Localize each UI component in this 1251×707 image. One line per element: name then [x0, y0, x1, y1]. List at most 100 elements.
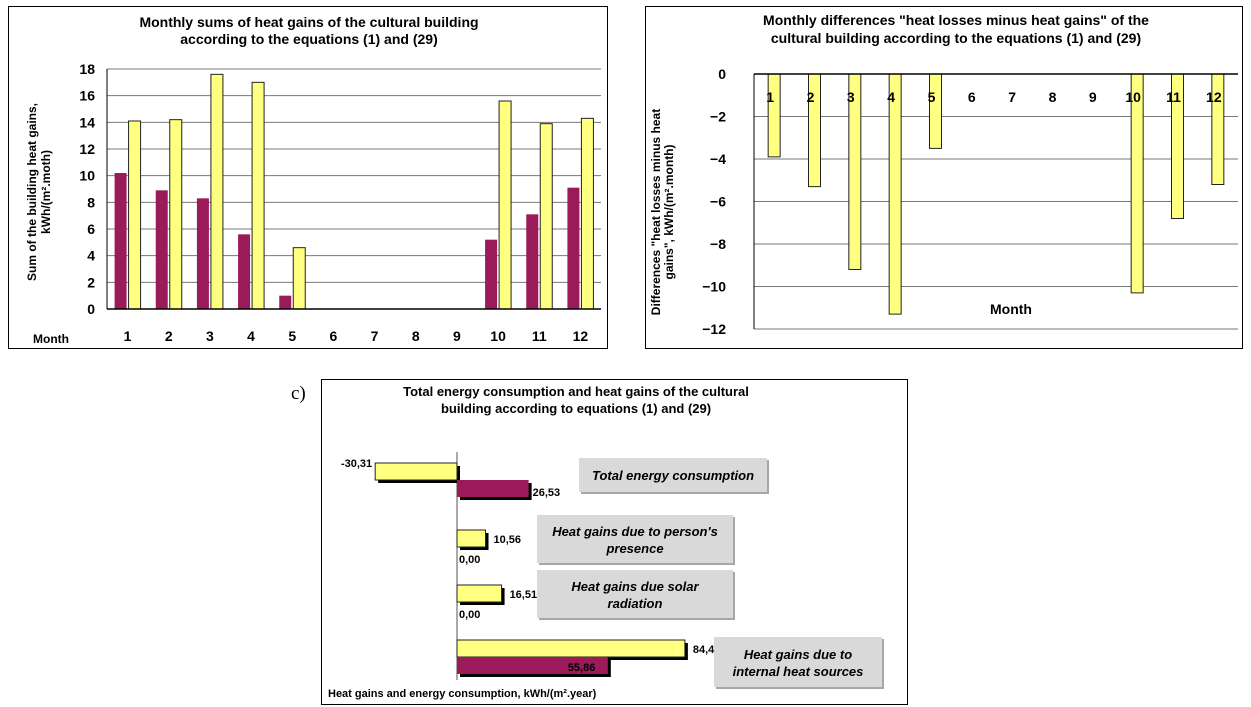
chart-a-xtick: 2: [165, 328, 173, 344]
chart-b-ylabel: Differences "heat losses minus heat gain…: [649, 109, 676, 315]
chart-a-xtick: 10: [490, 328, 506, 344]
chart-c-category-label: Heat gains due solar radiation: [537, 570, 735, 620]
chart-c-title-line1: Total energy consumption and heat gains …: [403, 384, 749, 399]
chart-c-label-box: [579, 458, 767, 492]
chart-b-ytick: 0: [718, 66, 726, 82]
chart-a-xlabel: Month: [33, 332, 69, 346]
chart-b-xtick: 9: [1089, 89, 1097, 105]
chart-c-value-label-series1: 55,86: [568, 662, 596, 674]
chart-b-xtick: 6: [968, 89, 976, 105]
chart-b: Monthly differences "heat losses minus h…: [649, 12, 1238, 337]
chart-a-bar-series2: [128, 120, 142, 310]
chart-a-xtick: 1: [124, 328, 132, 344]
chart-a-bar-series1: [485, 239, 498, 309]
chart-a-xtick: 7: [371, 328, 379, 344]
chart-b-bar: [767, 73, 781, 158]
chart-a-ytick: 4: [87, 248, 95, 264]
chart-a-bar-series2: [292, 247, 306, 310]
chart-a-xtick: 8: [412, 328, 420, 344]
chart-b-ytick: −10: [702, 279, 726, 295]
chart-c-label-box: [537, 570, 733, 618]
chart-a-bar-series2: [498, 100, 512, 310]
chart-a-box: Monthly sums of heat gains of the cultur…: [8, 6, 608, 349]
chart-a-ytick: 8: [87, 194, 95, 210]
chart-b-ylabel-line1: Differences "heat losses minus heat: [649, 109, 663, 315]
chart-c-label-line1: Total energy consumption: [592, 468, 754, 483]
chart-c-box: Total energy consumption and heat gains …: [321, 379, 908, 705]
chart-b-bar: [1130, 73, 1144, 294]
chart-a-bar-series1: [196, 198, 209, 309]
chart-b-xtick: 3: [847, 89, 855, 105]
chart-c-label-box: [714, 637, 882, 687]
chart-c-value-label-series1: 0,00: [459, 554, 480, 566]
chart-b-title-line2: cultural building according to the equat…: [771, 30, 1141, 46]
chart-b-ytick: −2: [710, 109, 726, 125]
chart-b-xlabel: Month: [990, 301, 1032, 317]
chart-a-ytick: 16: [79, 88, 95, 104]
chart-b-ytick: −8: [710, 236, 726, 252]
chart-b-xtick: 7: [1008, 89, 1016, 105]
chart-c-label-line1: Heat gains due to person's: [552, 524, 718, 539]
chart-a-ylabel-line2: kWh/(m².moth): [39, 150, 53, 234]
chart-c-bar-series1: [457, 480, 529, 497]
chart-b-xtick: 12: [1206, 89, 1222, 105]
chart-b-xtick: 10: [1125, 89, 1141, 105]
chart-a-ylabel-line1: Sum of the building heat gains,: [25, 103, 39, 281]
chart-c-label-line1: Heat gains due solar: [571, 579, 699, 594]
chart-a-bar-series2: [210, 73, 224, 310]
chart-a-bar-series2: [251, 81, 265, 310]
chart-c-category-label: Heat gains due to person's presence: [537, 515, 735, 565]
chart-c-bar-series2: [456, 639, 686, 658]
chart-c-bar-series1: [457, 657, 608, 674]
chart-a-bar-series1: [279, 295, 292, 309]
chart-a-xtick: 3: [206, 328, 214, 344]
chart-b-xtick: 4: [887, 89, 895, 105]
chart-a-xtick: 12: [573, 328, 589, 344]
chart-a-xtick: 6: [330, 328, 338, 344]
chart-a-title-line1: Monthly sums of heat gains of the cultur…: [139, 14, 478, 30]
chart-c-value-label-series2: 16,51: [510, 589, 538, 601]
chart-b-xtick: 1: [766, 89, 774, 105]
chart-a-xtick: 5: [288, 328, 296, 344]
chart-c-label-line2: radiation: [608, 596, 663, 611]
chart-a-ytick: 0: [87, 301, 95, 317]
chart-a-title-line2: according to the equations (1) and (29): [180, 31, 437, 47]
chart-c-title-line2: building according to equations (1) and …: [441, 401, 711, 416]
chart-a-xtick: 11: [532, 328, 547, 344]
chart-c-label-line2: internal heat sources: [733, 664, 864, 679]
chart-a-ytick: 12: [79, 141, 95, 157]
chart-c-category-label: Heat gains due to internal heat sources: [714, 637, 884, 689]
chart-b-xtick: 11: [1166, 89, 1181, 105]
chart-b-title-line1: Monthly differences "heat losses minus h…: [763, 12, 1149, 28]
chart-a: Monthly sums of heat gains of the cultur…: [25, 14, 601, 346]
chart-c-bar-series2: [374, 462, 458, 481]
chart-a-bar-series2: [539, 123, 553, 310]
chart-c-bar-series2: [456, 584, 503, 603]
chart-a-ytick: 14: [79, 114, 95, 130]
chart-a-ytick: 10: [79, 168, 95, 184]
chart-a-bar-series2: [169, 119, 183, 310]
chart-a-xtick: 4: [247, 328, 255, 344]
chart-a-ylabel: Sum of the building heat gains, kWh/(m².…: [25, 103, 53, 281]
chart-a-xtick: 9: [453, 328, 461, 344]
chart-b-xtick: 2: [807, 89, 815, 105]
chart-c-label-line1: Heat gains due to: [744, 647, 852, 662]
chart-c-xlabel: Heat gains and energy consumption, kWh/(…: [328, 688, 597, 700]
chart-b-bar: [888, 73, 902, 315]
chart-a-bar-series2: [580, 117, 594, 310]
chart-b-ytick: −4: [710, 151, 726, 167]
chart-b-ytick: −12: [702, 321, 726, 337]
chart-b-xtick: 8: [1049, 89, 1057, 105]
chart-b-ytick: −6: [710, 194, 726, 210]
chart-a-ytick: 6: [87, 221, 95, 237]
chart-a-bar-series1: [155, 190, 168, 309]
chart-a-ytick: 2: [87, 274, 95, 290]
chart-a-bar-series1: [567, 187, 580, 309]
chart-c-bar-series2: [456, 529, 487, 548]
chart-c-value-label-series1: 26,53: [533, 487, 561, 499]
chart-c-value-label-series2: 84,4: [693, 644, 715, 656]
chart-b-xtick: 5: [928, 89, 936, 105]
chart-c-label-box: [537, 515, 733, 563]
chart-b-bar: [929, 73, 942, 149]
chart-c-value-label-series2: 10,56: [494, 534, 522, 546]
